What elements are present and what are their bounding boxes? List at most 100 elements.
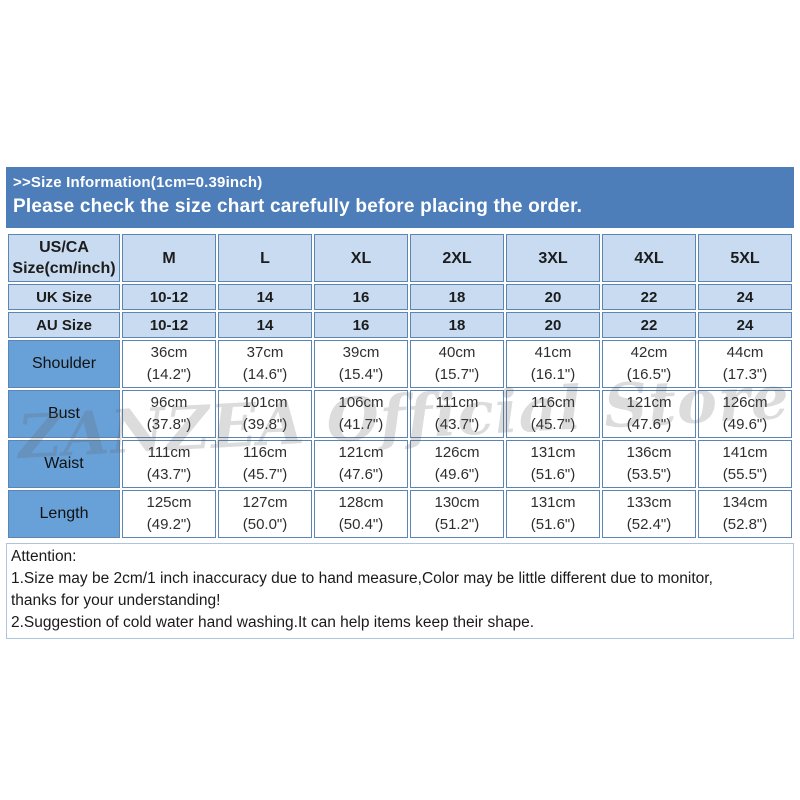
- bust-row-label: Bust: [8, 390, 120, 438]
- cm-value: 121cm: [626, 394, 672, 411]
- table-cell: 44cm (17.3"): [698, 340, 792, 388]
- column-header-2xl: 2XL: [410, 234, 504, 282]
- inch-value: (51.6"): [530, 466, 576, 483]
- table-cell: 116cm (45.7"): [218, 440, 312, 488]
- corner-header-cell: US/CA Size(cm/inch): [8, 234, 120, 282]
- cm-value: 141cm: [722, 444, 768, 461]
- inch-value: (50.4"): [338, 516, 384, 533]
- table-cell: 22: [602, 312, 696, 338]
- table-cell: 39cm (15.4"): [314, 340, 408, 388]
- inch-value: (51.6"): [530, 516, 576, 533]
- corner-line1: US/CA: [39, 239, 89, 256]
- table-cell: 18: [410, 284, 504, 310]
- table-cell: 20: [506, 312, 600, 338]
- cm-value: 116cm: [531, 394, 575, 411]
- inch-value: (43.7"): [434, 416, 480, 433]
- inch-value: (52.4"): [626, 516, 672, 533]
- inch-value: (55.5"): [722, 466, 768, 483]
- attention-line-3: 2.Suggestion of cold water hand washing.…: [11, 614, 535, 631]
- table-cell: 131cm (51.6"): [506, 440, 600, 488]
- cm-value: 126cm: [722, 394, 768, 411]
- cm-value: 36cm: [150, 344, 188, 361]
- table-cell: 131cm (51.6"): [506, 490, 600, 538]
- bust-row: Bust 96cm (37.8") 101cm (39.8") 106cm (41.7…: [8, 390, 792, 438]
- table-cell: 126cm (49.6"): [698, 390, 792, 438]
- inch-value: (39.8"): [242, 416, 288, 433]
- column-header-3xl: 3XL: [506, 234, 600, 282]
- uk-size-label: UK Size: [8, 284, 120, 310]
- cm-value: 131cm: [530, 494, 576, 511]
- cm-value: 121cm: [338, 444, 384, 461]
- table-cell: 16: [314, 284, 408, 310]
- shoulder-row: Shoulder 36cm (14.2") 37cm (14.6") 39cm (15…: [8, 340, 792, 388]
- table-cell: 42cm (16.5"): [602, 340, 696, 388]
- column-header-xl: XL: [314, 234, 408, 282]
- inch-value: (51.2"): [434, 516, 480, 533]
- table-cell: 16: [314, 312, 408, 338]
- inch-value: (47.6"): [338, 466, 384, 483]
- au-size-row: AU Size 10-12 14 16 18 20 22 24: [8, 312, 792, 338]
- table-cell: 127cm (50.0"): [218, 490, 312, 538]
- uk-size-row: UK Size 10-12 14 16 18 20 22 24: [8, 284, 792, 310]
- table-cell: 41cm (16.1"): [506, 340, 600, 388]
- inch-value: (47.6"): [626, 416, 672, 433]
- table-cell: 130cm (51.2"): [410, 490, 504, 538]
- table-cell: 14: [218, 284, 312, 310]
- cm-value: 39cm: [342, 344, 380, 361]
- table-cell: 18: [410, 312, 504, 338]
- table-cell: 134cm (52.8"): [698, 490, 792, 538]
- length-row-label: Length: [8, 490, 120, 538]
- waist-row: Waist 111cm (43.7") 116cm (45.7") 121cm (47…: [8, 440, 792, 488]
- column-header-4xl: 4XL: [602, 234, 696, 282]
- inch-value: (49.6"): [722, 416, 768, 433]
- attention-note: Attention: 1.Size may be 2cm/1 inch inac…: [6, 543, 794, 639]
- table-cell: 128cm (50.4"): [314, 490, 408, 538]
- cm-value: 96cm: [150, 394, 188, 411]
- table-cell: 37cm (14.6"): [218, 340, 312, 388]
- column-header-5xl: 5XL: [698, 234, 792, 282]
- cm-value: 136cm: [626, 444, 672, 461]
- cm-value: 111cm: [147, 444, 191, 461]
- cm-value: 111cm: [435, 394, 479, 411]
- table-cell: 40cm (15.7"): [410, 340, 504, 388]
- cm-value: 106cm: [338, 394, 384, 411]
- table-cell: 111cm (43.7"): [410, 390, 504, 438]
- inch-value: (14.2"): [146, 366, 192, 383]
- table-cell: 111cm (43.7"): [122, 440, 216, 488]
- attention-line-1: 1.Size may be 2cm/1 inch inaccuracy due …: [11, 570, 713, 587]
- cm-value: 131cm: [530, 444, 576, 461]
- table-cell: 101cm (39.8"): [218, 390, 312, 438]
- column-header-l: L: [218, 234, 312, 282]
- inch-value: (14.6"): [242, 366, 288, 383]
- table-cell: 126cm (49.6"): [410, 440, 504, 488]
- cm-value: 41cm: [534, 344, 572, 361]
- cm-value: 125cm: [146, 494, 192, 511]
- attention-line-2: thanks for your understanding!: [11, 592, 221, 609]
- table-cell: 121cm (47.6"): [314, 440, 408, 488]
- inch-value: (15.7"): [434, 366, 480, 383]
- cm-value: 40cm: [438, 344, 476, 361]
- table-cell: 36cm (14.2"): [122, 340, 216, 388]
- corner-line2: Size(cm/inch): [12, 260, 116, 277]
- inch-value: (53.5"): [626, 466, 672, 483]
- table-cell: 10-12: [122, 284, 216, 310]
- table-cell: 136cm (53.5"): [602, 440, 696, 488]
- table-cell: 24: [698, 284, 792, 310]
- size-table: US/CA Size(cm/inch) M L XL 2XL 3XL 4XL 5…: [6, 232, 794, 540]
- size-chart-content: >>Size Information(1cm=0.39inch) Please …: [6, 167, 794, 639]
- cm-value: 134cm: [722, 494, 768, 511]
- table-cell: 24: [698, 312, 792, 338]
- cm-value: 127cm: [242, 494, 288, 511]
- inch-value: (41.7"): [338, 416, 384, 433]
- table-cell: 116cm (45.7"): [506, 390, 600, 438]
- size-information-title: >>Size Information(1cm=0.39inch): [13, 174, 263, 191]
- inch-value: (43.7"): [146, 466, 192, 483]
- cm-value: 44cm: [726, 344, 764, 361]
- table-cell: 96cm (37.8"): [122, 390, 216, 438]
- inch-value: (50.0"): [242, 516, 288, 533]
- length-row: Length 125cm (49.2") 127cm (50.0") 128cm (5…: [8, 490, 792, 538]
- table-cell: 10-12: [122, 312, 216, 338]
- waist-row-label: Waist: [8, 440, 120, 488]
- size-table-header-row: US/CA Size(cm/inch) M L XL 2XL 3XL 4XL 5…: [8, 234, 792, 282]
